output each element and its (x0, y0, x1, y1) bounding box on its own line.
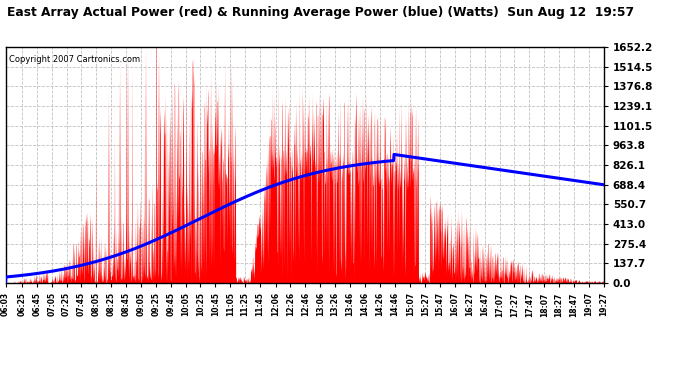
Text: East Array Actual Power (red) & Running Average Power (blue) (Watts)  Sun Aug 12: East Array Actual Power (red) & Running … (7, 6, 634, 19)
Text: Copyright 2007 Cartronics.com: Copyright 2007 Cartronics.com (8, 55, 139, 64)
